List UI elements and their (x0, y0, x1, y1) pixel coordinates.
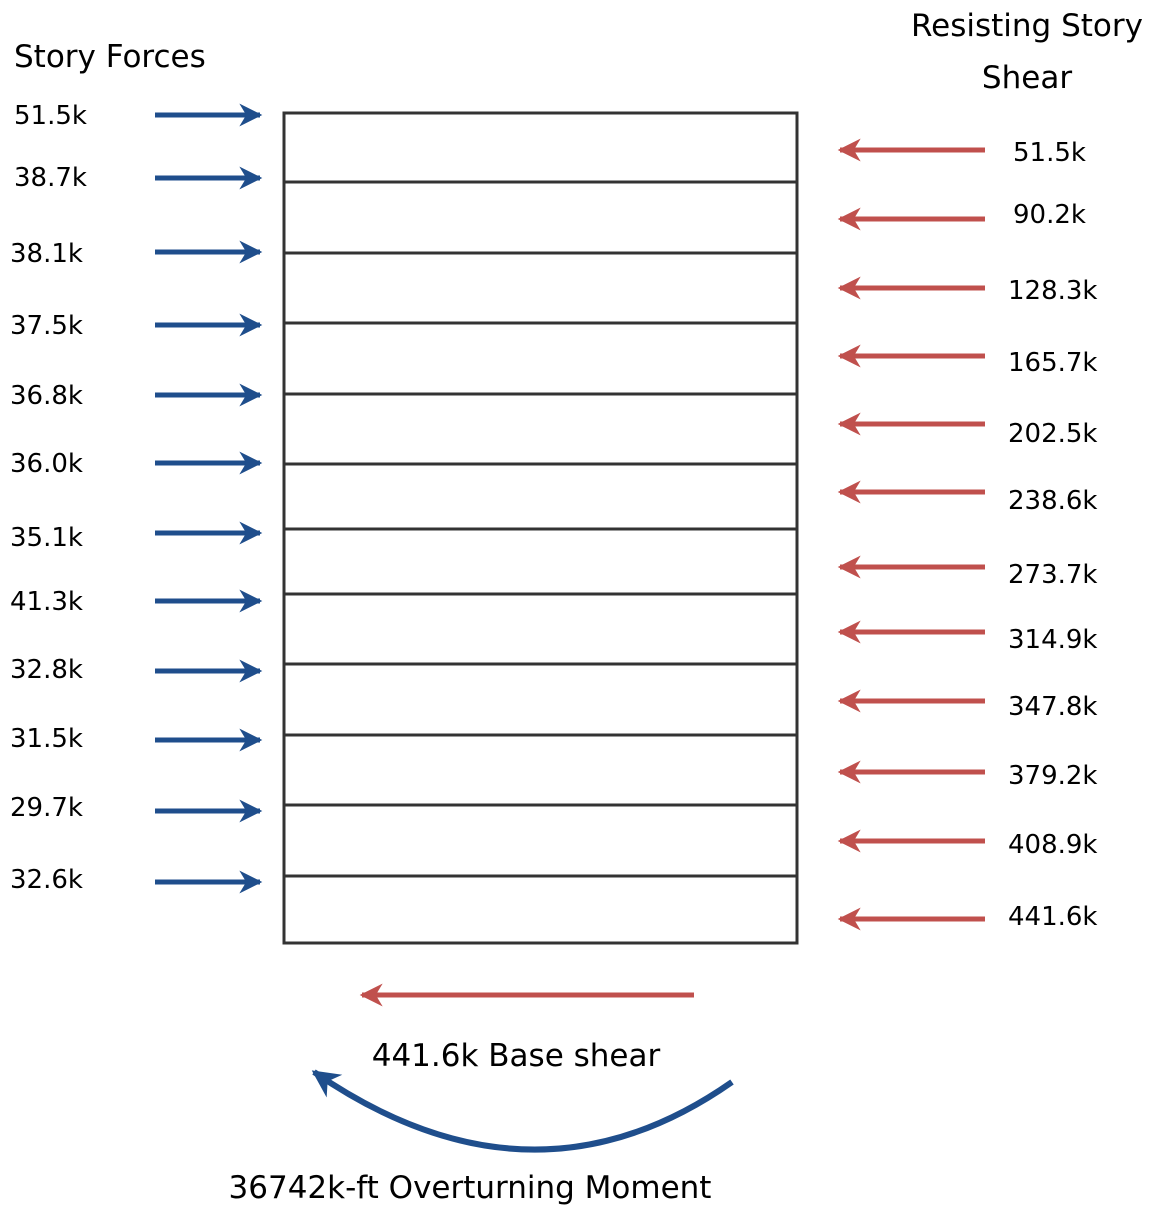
story-shear-label: 273.7k (1008, 560, 1098, 590)
story-force-label: 29.7k (10, 793, 83, 823)
base-shear-label: 441.6k Base shear (372, 1038, 661, 1074)
story-shear-label: 202.5k (1008, 419, 1098, 449)
story-shear-label: 165.7k (1008, 348, 1098, 378)
story-shear-label: 51.5k (1013, 138, 1086, 168)
overturning-moment-arrow (311, 1069, 734, 1153)
story-force-label: 32.8k (10, 655, 83, 685)
overturning-moment-label: 36742k-ft Overturning Moment (229, 1170, 712, 1206)
story-force-label: 36.8k (10, 381, 83, 411)
building-frame (282, 111, 799, 945)
story-shear-arrows (837, 138, 985, 931)
story-force-label: 32.6k (10, 865, 83, 895)
resisting-shear-heading-line-2: Shear (982, 60, 1072, 96)
story-shear-label: 128.3k (1008, 276, 1098, 306)
story-force-labels: 51.5k 38.7k 38.1k 37.5k 36.8k 36.0k 35.1k 41.3k… (10, 101, 87, 895)
story-shear-label: 441.6k (1008, 902, 1098, 932)
story-force-label: 31.5k (10, 724, 83, 754)
story-force-label: 41.3k (10, 587, 83, 617)
story-force-label: 38.1k (10, 239, 83, 269)
story-force-label: 35.1k (10, 523, 83, 553)
story-shear-label: 238.6k (1008, 486, 1098, 516)
story-force-label: 37.5k (10, 311, 83, 341)
story-force-label: 36.0k (10, 449, 83, 479)
story-forces-heading: Story Forces (14, 39, 206, 75)
story-shear-label: 347.8k (1008, 692, 1098, 722)
story-shear-labels: 51.5k 90.2k 128.3k 165.7k 202.5k 238.6k 273.7k… (1008, 138, 1098, 932)
story-shear-label: 90.2k (1013, 200, 1086, 230)
resisting-shear-heading-line-1: Resisting Story (911, 8, 1143, 44)
story-shear-label: 314.9k (1008, 625, 1098, 655)
story-force-label: 51.5k (14, 101, 87, 131)
story-force-label: 38.7k (14, 163, 87, 193)
story-force-arrows (155, 103, 263, 894)
story-shear-label: 379.2k (1008, 761, 1098, 791)
story-shear-label: 408.9k (1008, 830, 1098, 860)
